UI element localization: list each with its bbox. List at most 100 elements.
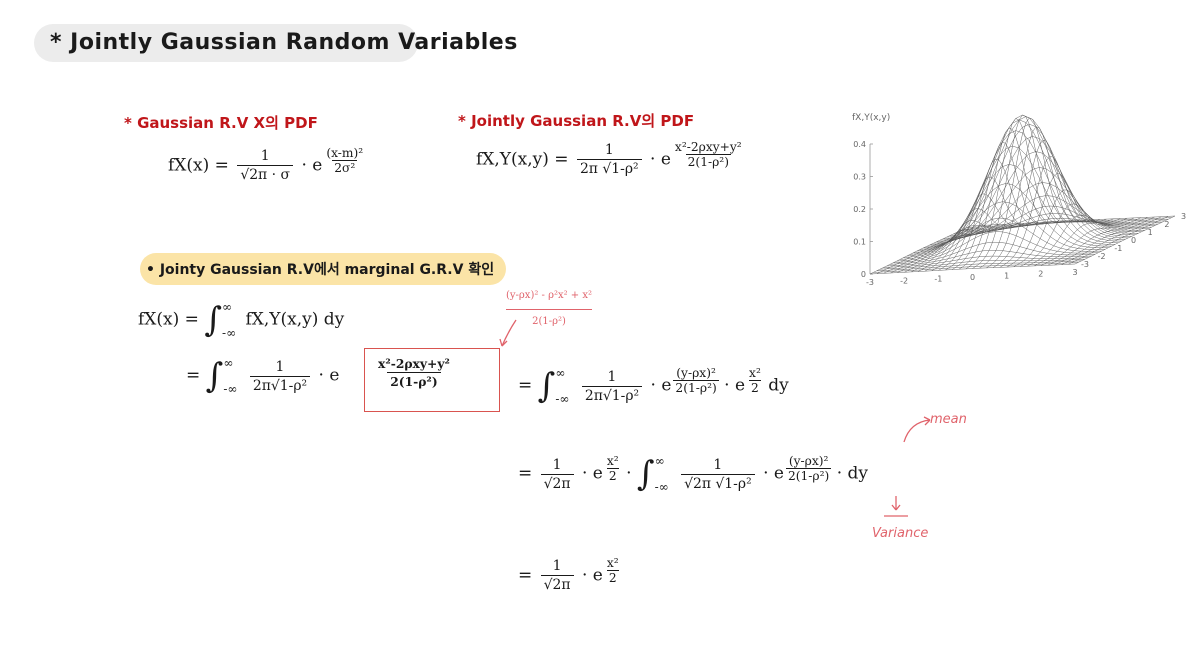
annotation-denominator: 2(1-ρ²) xyxy=(506,309,593,327)
mesh-line-y xyxy=(886,250,1092,267)
denominator: √2π xyxy=(540,473,574,492)
mesh-line-y xyxy=(933,151,1139,244)
exponent: x² 2 xyxy=(605,556,621,585)
equals-sign: = xyxy=(518,463,533,484)
x-tick-label: -2 xyxy=(900,276,908,285)
z-tick-label: 0.3 xyxy=(853,173,866,182)
exponent-denominator: 2(1-ρ²) xyxy=(673,380,719,396)
exponent: (y-ρx)² 2(1-ρ²) xyxy=(673,366,719,396)
mesh-line-y xyxy=(889,241,1096,265)
variance-label: Variance xyxy=(872,526,929,541)
exponent-numerator: (y-ρx)² xyxy=(676,366,716,381)
x-axis-ticks: -3 -2 -1 0 1 2 3 xyxy=(866,268,1078,287)
exponent: x² 2 xyxy=(605,454,621,483)
exponent-numerator: x²-2ρxy+y² xyxy=(674,140,742,154)
mesh-line-x xyxy=(965,118,1066,270)
fraction: 1 √2π · σ xyxy=(237,148,294,183)
numerator: 1 xyxy=(713,456,723,473)
lower-limit: -∞ xyxy=(654,480,669,494)
y-tick-label: -1 xyxy=(1114,244,1122,253)
denominator: 2π√1-ρ² xyxy=(249,375,311,394)
exp-base: · e xyxy=(318,365,340,386)
numerator: 1 xyxy=(552,456,562,473)
exponent-numerator: (x-m)² xyxy=(326,146,364,160)
mesh-line-y xyxy=(876,260,1082,272)
lower-limit: -∞ xyxy=(223,382,238,396)
mesh-line-y xyxy=(923,116,1129,249)
exponent-denominator: 2σ² xyxy=(332,160,358,175)
mesh-line-y xyxy=(929,136,1135,246)
z-tick-label: 0 xyxy=(861,270,866,279)
x-tick-label: 0 xyxy=(970,273,975,282)
page-title: * Jointly Gaussian Random Variables xyxy=(34,24,517,62)
exponent: (x-m)² 2σ² xyxy=(324,146,365,175)
integral-sign: ∫ xyxy=(537,366,556,406)
fraction-2: 1 √2π √1-ρ² xyxy=(681,457,755,492)
mean-arrow xyxy=(903,416,931,443)
y-tick-label: 1 xyxy=(1148,228,1153,237)
exp-base: · e xyxy=(650,149,671,170)
equals-sign: = xyxy=(518,565,533,586)
y-tick-label: 2 xyxy=(1164,220,1169,229)
derivation-line-3: = ∫ ∞ -∞ 1 2π√1-ρ² · e (y-ρx)² 2(1-ρ²) ·… xyxy=(518,366,789,406)
annotation-numerator: (y-ρx)² - ρ²x² + x² xyxy=(506,290,593,301)
denominator: √2π √1-ρ² xyxy=(681,473,755,492)
joint-gaussian-pdf-formula: fX,Y(x,y) = 1 2π √1-ρ² · e x²-2ρxy+y² 2(… xyxy=(476,140,744,177)
derivation-line-1: fX(x) = ∫ ∞ -∞ fX,Y(x,y) dy xyxy=(138,300,344,340)
integral-sign: ∫ xyxy=(204,300,223,340)
chart-title: fX,Y(x,y) xyxy=(852,113,890,123)
exponent-2: (y-ρx)² 2(1-ρ²) xyxy=(785,454,832,484)
numerator: 1 xyxy=(607,368,617,385)
z-tick-label: 0.4 xyxy=(853,140,866,149)
joint-gaussian-surface-plot: fX,Y(x,y) 0.40.30.20.10 -3 -2 -1 0 1 2 3 3210-… xyxy=(852,113,1186,287)
exponent-numerator: x² xyxy=(606,454,619,469)
x-tick-label: -3 xyxy=(866,278,874,287)
exp-base: · e xyxy=(301,155,323,176)
y-tick-label: 3 xyxy=(1181,212,1186,221)
numerator: 1 xyxy=(275,358,285,375)
exponent-denominator: 2(1-ρ²) xyxy=(685,154,731,169)
annotation-arrow xyxy=(499,319,517,347)
gaussian-pdf-formula: fX(x) = 1 √2π · σ · e (x-m)² 2σ² xyxy=(168,146,365,183)
exponent-2: x² 2 xyxy=(747,366,763,395)
mesh-line-y xyxy=(899,201,1106,260)
surface-mesh xyxy=(869,114,1176,275)
exponent-denominator: 2(1-ρ²) xyxy=(785,468,832,484)
mesh-line-x xyxy=(979,117,1080,269)
mean-label: mean xyxy=(930,412,967,427)
exponent: x²-2ρxy+y² 2(1-ρ²) xyxy=(673,140,744,169)
integrand: fX,Y(x,y) dy xyxy=(245,309,345,330)
integral-sign: ∫ xyxy=(636,454,655,494)
fraction: 1 2π√1-ρ² xyxy=(249,358,311,394)
fraction: 1 √2π xyxy=(540,558,574,593)
z-tick-label: 0.1 xyxy=(853,238,866,247)
fraction: 1 2π √1-ρ² xyxy=(576,142,642,177)
y-axis-ticks: 3 2 1 0 -1 -2 -3 xyxy=(1081,212,1186,269)
marginal-highlight: • Jointy Gaussian R.V에서 marginal G.R.V 확… xyxy=(140,253,506,285)
mesh-line-y xyxy=(909,145,1115,255)
mesh-line-y xyxy=(893,231,1099,263)
formula-lhs: fX,Y(x,y) = xyxy=(476,149,569,170)
numerator: 1 xyxy=(552,558,562,575)
upper-limit: ∞ xyxy=(654,454,665,468)
mesh-line-y xyxy=(969,215,1176,227)
denominator: √2π xyxy=(540,575,574,593)
denominator: √2π · σ xyxy=(237,165,294,183)
mesh-line-y xyxy=(936,167,1142,242)
differential: · dy xyxy=(836,463,868,484)
boxed-fraction: x²-2ρxy+y² 2(1-ρ²) xyxy=(375,356,453,389)
upper-limit: ∞ xyxy=(555,366,566,380)
integral-limits: ∞ -∞ xyxy=(223,356,237,396)
mesh-line-y xyxy=(926,123,1132,247)
denominator: 2π√1-ρ² xyxy=(581,385,643,404)
formula-lhs: fX(x) = xyxy=(168,155,229,176)
numerator: 1 xyxy=(260,148,270,165)
derivation-line-2: = ∫ ∞ -∞ 1 2π√1-ρ² · e xyxy=(186,356,339,396)
gaussian-pdf-heading: * Gaussian R.V X의 PDF xyxy=(124,114,318,132)
exp-base-2: · e xyxy=(724,375,746,396)
y-tick-label: 0 xyxy=(1131,236,1136,245)
exp-base: · e xyxy=(650,375,672,396)
equals-sign: = xyxy=(518,375,533,396)
exponent-denominator: 2 xyxy=(606,570,619,585)
equals-sign: = xyxy=(186,365,201,386)
